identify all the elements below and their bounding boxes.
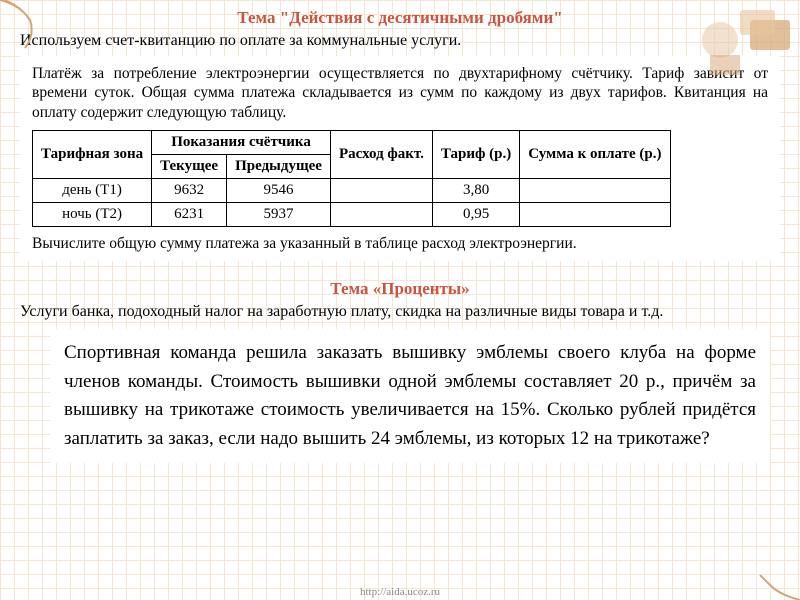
cell-tariff: 0,95 — [432, 203, 519, 227]
topic2-title: Тема «Проценты» — [20, 279, 780, 299]
cell-amount — [520, 203, 670, 227]
table-row: день (Т1) 9632 9546 3,80 — [33, 179, 671, 203]
corner-decoration-tl — [0, 0, 60, 50]
problem2-text: Спортивная команда решила заказать вышив… — [64, 339, 756, 453]
cell-zone: ночь (Т2) — [33, 203, 152, 227]
tariff-table: Тарифная зона Показания счётчика Расход … — [32, 130, 671, 227]
th-previous: Предыдущее — [227, 155, 331, 179]
problem1-instruction: Вычислите общую сумму платежа за указанн… — [32, 235, 768, 253]
table-row: ночь (Т2) 6231 5937 0,95 — [33, 203, 671, 227]
corner-decoration-tr — [660, 0, 800, 90]
th-amount: Сумма к оплате (р.) — [520, 131, 670, 179]
cell-amount — [520, 179, 670, 203]
cell-zone: день (Т1) — [33, 179, 152, 203]
th-consumption: Расход факт. — [330, 131, 432, 179]
cell-tariff: 3,80 — [432, 179, 519, 203]
th-readings: Показания счётчика — [152, 131, 331, 155]
cell-current: 6231 — [152, 203, 227, 227]
topic2-intro: Услуги банка, подоходный налог на зарабо… — [20, 303, 780, 321]
cell-previous: 9546 — [227, 179, 331, 203]
cell-consumption — [330, 203, 432, 227]
problem2-container: Спортивная команда решила заказать вышив… — [50, 329, 770, 463]
problem1-description: Платёж за потребление электроэнергии осу… — [32, 64, 768, 122]
cell-consumption — [330, 179, 432, 203]
th-zone: Тарифная зона — [33, 131, 152, 179]
th-tariff: Тариф (р.) — [432, 131, 519, 179]
th-current: Текущее — [152, 155, 227, 179]
cell-previous: 5937 — [227, 203, 331, 227]
footer-url: http://aida.ucoz.ru — [0, 586, 800, 598]
cell-current: 9632 — [152, 179, 227, 203]
